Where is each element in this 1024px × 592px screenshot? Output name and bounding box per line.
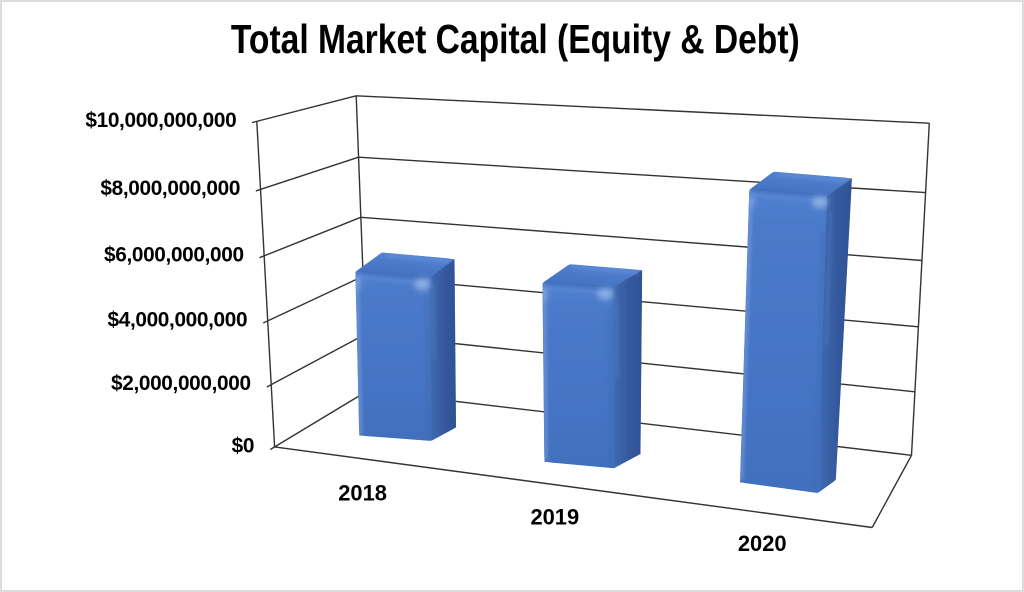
svg-text:$4,000,000,000: $4,000,000,000 <box>108 309 248 332</box>
svg-text:2019: 2019 <box>530 505 579 530</box>
svg-text:2018: 2018 <box>338 481 387 506</box>
svg-text:$8,000,000,000: $8,000,000,000 <box>100 177 240 200</box>
svg-text:$0: $0 <box>232 435 254 458</box>
svg-text:$2,000,000,000: $2,000,000,000 <box>111 372 251 395</box>
svg-text:2020: 2020 <box>738 531 787 556</box>
svg-text:Total Market Capital (Equity &: Total Market Capital (Equity & Debt) <box>231 16 800 62</box>
svg-text:$6,000,000,000: $6,000,000,000 <box>104 243 244 266</box>
svg-text:$10,000,000,000: $10,000,000,000 <box>85 109 236 132</box>
